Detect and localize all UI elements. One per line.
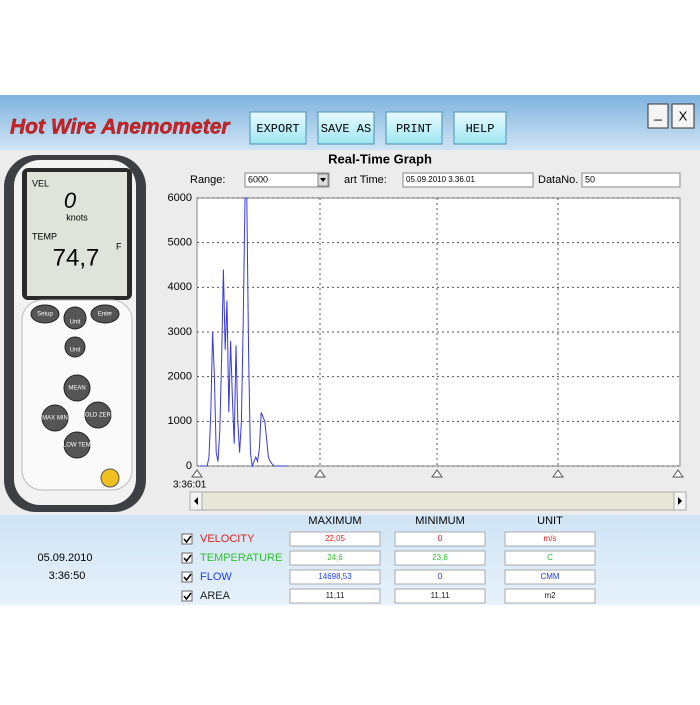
toolbar-button[interactable]: EXPORT <box>249 111 307 145</box>
y-tick-label: 6000 <box>168 192 192 204</box>
button-label: HELP <box>466 122 495 136</box>
temp-value: 74,7 <box>53 244 100 271</box>
range-label: Range: <box>190 174 225 186</box>
toolbar-button[interactable]: HELP <box>453 111 507 145</box>
range-dropdown[interactable] <box>244 172 330 188</box>
temp-label: TEMP <box>32 231 57 241</box>
start-time-value: 05.09.2010 3.36.01 <box>406 175 476 184</box>
graph-title: Real-Time Graph <box>328 151 432 166</box>
range-value: 6000 <box>248 174 268 184</box>
row-name: VELOCITY <box>200 533 255 545</box>
button-label: PRINT <box>396 122 432 136</box>
toolbar-button[interactable]: SAVE AS <box>317 111 375 145</box>
cell-min: 0 <box>438 534 443 543</box>
y-tick-label: 0 <box>186 460 192 472</box>
value-cell <box>394 588 486 604</box>
button-face <box>249 111 307 145</box>
column-header: MAXIMUM <box>308 515 361 527</box>
value-cell <box>394 550 486 566</box>
checkbox[interactable] <box>181 590 193 602</box>
start-time-label-bg <box>345 173 400 187</box>
cell-min: 0 <box>438 572 443 581</box>
data-no-value: 50 <box>585 174 595 184</box>
button-label: EXPORT <box>256 122 299 136</box>
device-key-label: FLOW TEMP <box>59 443 95 449</box>
y-tick-label: 5000 <box>168 237 192 249</box>
device-key-label: MEAN <box>68 386 85 392</box>
column-header: MINIMUM <box>415 515 465 527</box>
status-date: 05.09.2010 <box>37 552 92 564</box>
device-key-label: Enter <box>98 312 112 318</box>
value-cell <box>504 569 596 585</box>
vel-unit: knots <box>66 212 88 222</box>
row-name: FLOW <box>200 571 232 583</box>
value-cell <box>394 569 486 585</box>
checkbox[interactable] <box>181 533 193 545</box>
button-face <box>317 111 375 145</box>
button-face <box>385 111 443 145</box>
start-time-field[interactable] <box>402 172 534 188</box>
device-key-label: HOLD ZERO <box>80 413 115 419</box>
value-cell <box>504 588 596 604</box>
cell-min: 11,11 <box>431 591 450 600</box>
start-time-label: art Time: <box>344 174 387 186</box>
value-cell <box>504 531 596 547</box>
data-no-label: DataNo. <box>538 174 578 186</box>
app-title: Hot Wire Anemometer <box>10 116 231 139</box>
arrow-icon <box>320 178 326 182</box>
cell-max: 14698,53 <box>318 572 352 581</box>
checkmark <box>183 592 192 601</box>
y-tick-label: 3000 <box>168 326 192 338</box>
minimize-button[interactable]: _ <box>647 103 669 129</box>
value-cell <box>289 569 381 585</box>
vel-value: 0 <box>64 188 77 213</box>
device-key-label: Unit <box>70 320 81 326</box>
button-face <box>453 111 507 145</box>
x-start-label: 3:36:01 <box>173 480 207 491</box>
checkbox[interactable] <box>181 552 193 564</box>
value-cell <box>289 550 381 566</box>
checkbox[interactable] <box>181 571 193 583</box>
scrollbar[interactable] <box>189 491 687 511</box>
value-cell <box>289 588 381 604</box>
cell-max: 11,11 <box>326 591 345 600</box>
device-key-label: MAX MIN <box>42 416 68 422</box>
row-name: TEMPERATURE <box>200 552 282 564</box>
cell-max: 22,05 <box>325 534 346 543</box>
value-cell <box>394 531 486 547</box>
row-name: AREA <box>200 590 231 602</box>
y-tick-label: 2000 <box>168 371 192 383</box>
cell-max: 24,6 <box>327 553 343 562</box>
cell-unit: m2 <box>544 591 556 600</box>
minimize-label: _ <box>653 105 662 121</box>
data-no-field[interactable] <box>581 172 681 188</box>
cell-unit: CMM <box>540 572 559 581</box>
button-label: SAVE AS <box>321 122 371 136</box>
value-cell <box>289 531 381 547</box>
cell-min: 23,6 <box>432 553 448 562</box>
device-key-label: Unit <box>70 348 81 354</box>
cell-unit: m/s <box>544 534 557 543</box>
device-key-label: Setup <box>37 312 53 318</box>
checkmark <box>183 535 192 544</box>
close-button[interactable]: X <box>671 103 695 129</box>
y-tick-label: 4000 <box>168 281 192 293</box>
checkmark <box>183 554 192 563</box>
temp-unit: F <box>116 241 122 251</box>
device-image <box>4 155 146 512</box>
value-cell <box>504 550 596 566</box>
column-header: UNIT <box>537 515 563 527</box>
status-time: 3:36:50 <box>49 570 86 582</box>
close-label: X <box>679 108 688 123</box>
cell-unit: C <box>547 553 553 562</box>
time-markers <box>191 469 684 478</box>
toolbar-button[interactable]: PRINT <box>385 111 443 145</box>
y-tick-label: 1000 <box>168 415 192 427</box>
checkmark <box>183 573 192 582</box>
vel-label: VEL <box>32 178 49 188</box>
data-line <box>200 197 289 468</box>
